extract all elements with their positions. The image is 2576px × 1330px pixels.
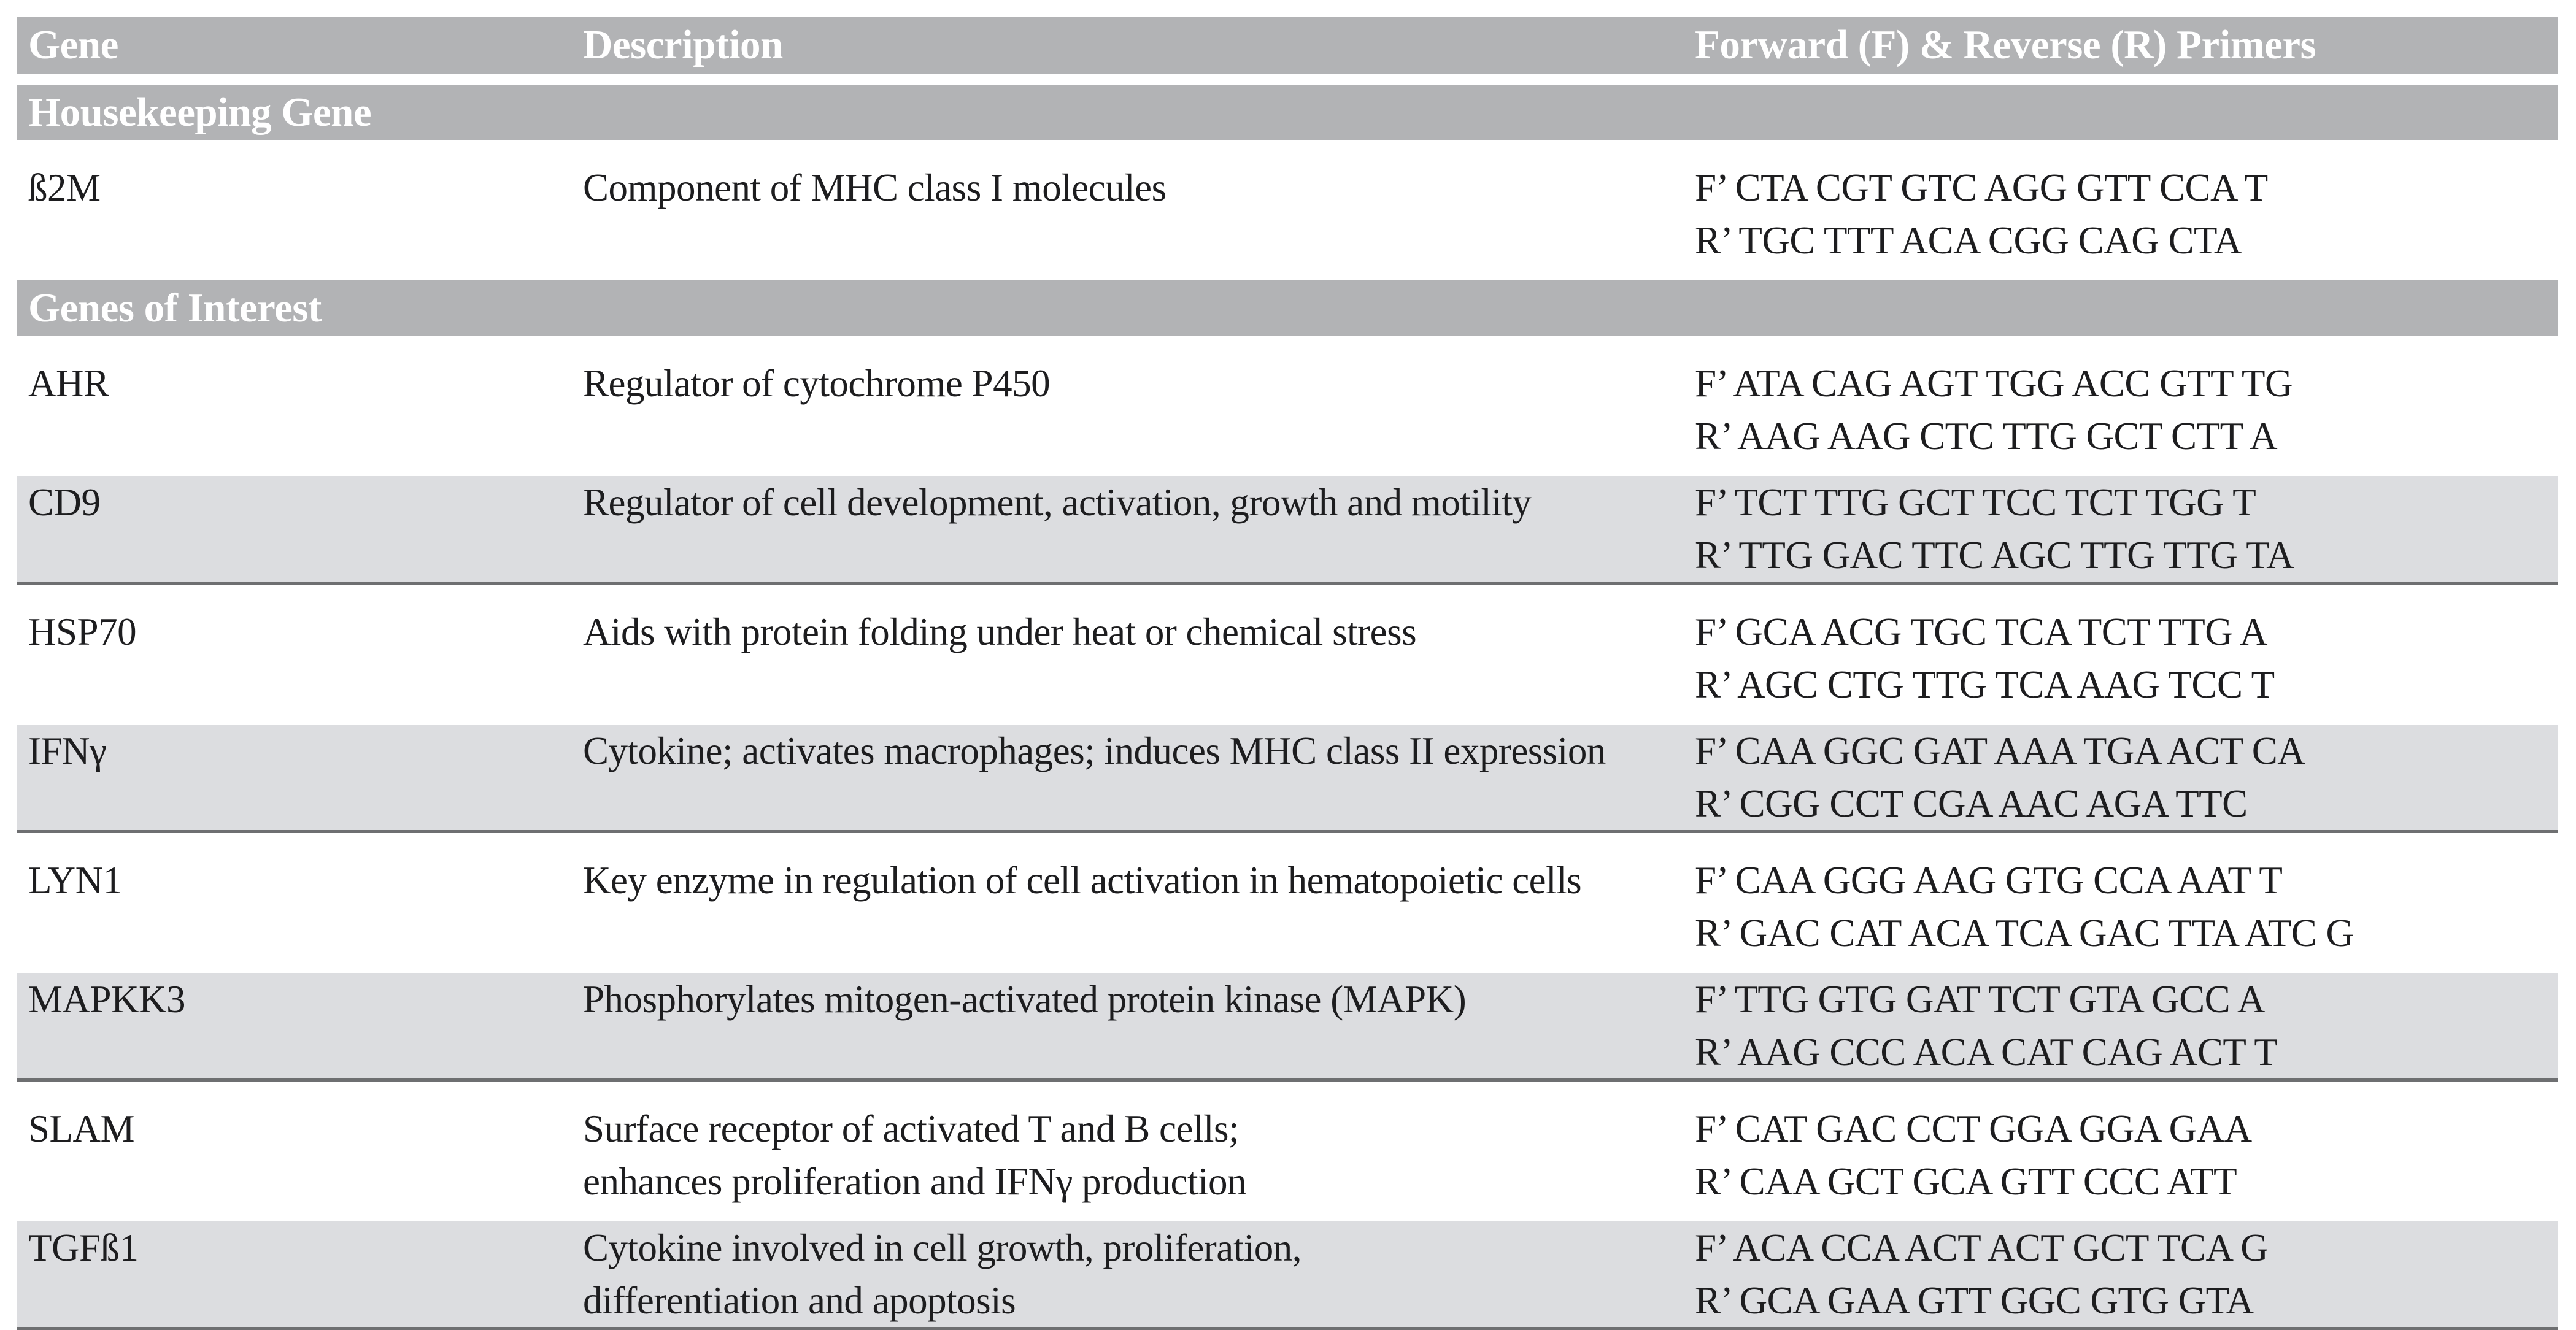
primer-line: F’ ATA CAG AGT TGG ACC GTT TG (1695, 362, 2293, 405)
primers-cell: F’ GCA ACG TGC TCA TCT TTG A R’ AGC CTG T… (1695, 605, 2558, 711)
description-line: Regulator of cytochrome P450 (583, 362, 1051, 405)
description-cell: Phosphorylates mitogen-activated protein… (583, 973, 1695, 1026)
description-line: Key enzyme in regulation of cell activat… (583, 859, 1582, 902)
table-body: Housekeeping Gene ß2M Component of MHC c… (17, 85, 2558, 1330)
table-row: AHR Regulator of cytochrome P450 F’ ATA … (17, 336, 2558, 476)
primer-line: F’ ACA CCA ACT ACT GCT TCA G (1695, 1226, 2269, 1269)
description-cell: Component of MHC class I molecules (583, 161, 1695, 214)
gene-name: IFNγ (28, 729, 107, 772)
primer-line: R’ GAC CAT ACA TCA GAC TTA ATC G (1695, 912, 2354, 955)
table-row: IFNγ Cytokine; activates macrophages; in… (17, 725, 2558, 833)
primer-line: R’ AAG CCC ACA CAT CAG ACT T (1695, 1031, 2278, 1074)
column-header-description: Description (583, 22, 783, 67)
gene-name: ß2M (28, 166, 101, 209)
description-line: Surface receptor of activated T and B ce… (583, 1107, 1239, 1150)
description-line: differentiation and apoptosis (583, 1279, 1016, 1322)
gene-name: CD9 (28, 481, 101, 524)
section-header: Genes of Interest (17, 280, 2558, 336)
column-header-gene: Gene (28, 22, 118, 67)
gene-cell: MAPKK3 (17, 973, 583, 1026)
primer-line: F’ CAT GAC CCT GGA GGA GAA (1695, 1107, 2252, 1150)
table-header-row: Gene Description Forward (F) & Reverse (… (17, 17, 2558, 74)
table-row: CD9 Regulator of cell development, activ… (17, 476, 2558, 585)
primer-line: F’ CAA GGG AAG GTG CCA AAT T (1695, 859, 2283, 902)
table-row: LYN1 Key enzyme in regulation of cell ac… (17, 833, 2558, 973)
primers-cell: F’ TTG GTG GAT TCT GTA GCC A R’ AAG CCC A… (1695, 973, 2558, 1078)
section-title: Genes of Interest (28, 285, 322, 331)
primer-line: R’ AGC CTG TTG TCA AAG TCC T (1695, 663, 2275, 706)
primer-line: F’ TTG GTG GAT TCT GTA GCC A (1695, 978, 2265, 1021)
gene-name: TGFß1 (28, 1226, 139, 1269)
description-line: Aids with protein folding under heat or … (583, 610, 1417, 653)
gene-cell: TGFß1 (17, 1221, 583, 1274)
gene-name: LYN1 (28, 859, 122, 902)
gene-cell: LYN1 (17, 854, 583, 907)
primer-line: F’ CTA CGT GTC AGG GTT CCA T (1695, 166, 2268, 209)
primers-cell: F’ ATA CAG AGT TGG ACC GTT TG R’ AAG AAG … (1695, 357, 2558, 463)
gene-name: SLAM (28, 1107, 135, 1150)
description-cell: Cytokine involved in cell growth, prolif… (583, 1221, 1695, 1327)
gene-cell: HSP70 (17, 605, 583, 658)
description-cell: Key enzyme in regulation of cell activat… (583, 854, 1695, 907)
primers-cell: F’ TCT TTG GCT TCC TCT TGG T R’ TTG GAC T… (1695, 476, 2558, 582)
description-cell: Aids with protein folding under heat or … (583, 605, 1695, 658)
table-row: SLAM Surface receptor of activated T and… (17, 1082, 2558, 1221)
table-row: MAPKK3 Phosphorylates mitogen-activated … (17, 973, 2558, 1082)
description-line: Phosphorylates mitogen-activated protein… (583, 978, 1467, 1021)
description-cell: Regulator of cell development, activatio… (583, 476, 1695, 529)
table-row: HSP70 Aids with protein folding under he… (17, 585, 2558, 725)
primers-cell: F’ CTA CGT GTC AGG GTT CCA T R’ TGC TTT A… (1695, 161, 2558, 267)
column-header-primers: Forward (F) & Reverse (R) Primers (1695, 22, 2316, 67)
table-row: ß2M Component of MHC class I molecules F… (17, 140, 2558, 280)
primer-table: Gene Description Forward (F) & Reverse (… (17, 17, 2558, 1330)
gene-name: HSP70 (28, 610, 137, 653)
description-line: Regulator of cell development, activatio… (583, 481, 1532, 524)
description-cell: Surface receptor of activated T and B ce… (583, 1102, 1695, 1208)
primer-line: R’ TGC TTT ACA CGG CAG CTA (1695, 219, 2242, 262)
primer-line: F’ CAA GGC GAT AAA TGA ACT CA (1695, 729, 2305, 772)
primer-line: R’ CAA GCT GCA GTT CCC ATT (1695, 1160, 2237, 1203)
primers-cell: F’ CAA GGC GAT AAA TGA ACT CA R’ CGG CCT … (1695, 725, 2558, 830)
description-line: Cytokine involved in cell growth, prolif… (583, 1226, 1302, 1269)
gene-cell: CD9 (17, 476, 583, 529)
section-header: Housekeeping Gene (17, 85, 2558, 140)
gene-cell: ß2M (17, 161, 583, 214)
gene-cell: SLAM (17, 1102, 583, 1155)
description-line: enhances proliferation and IFNγ producti… (583, 1160, 1247, 1203)
primer-line: R’ AAG AAG CTC TTG GCT CTT A (1695, 415, 2278, 458)
primer-line: R’ CGG CCT CGA AAC AGA TTC (1695, 782, 2248, 825)
description-line: Component of MHC class I molecules (583, 166, 1167, 209)
section-title: Housekeeping Gene (28, 90, 372, 135)
gene-cell: AHR (17, 357, 583, 410)
gene-cell: IFNγ (17, 725, 583, 777)
primers-cell: F’ CAA GGG AAG GTG CCA AAT T R’ GAC CAT A… (1695, 854, 2558, 959)
primer-line: R’ TTG GAC TTC AGC TTG TTG TA (1695, 534, 2294, 577)
primers-cell: F’ ACA CCA ACT ACT GCT TCA G R’ GCA GAA G… (1695, 1221, 2558, 1327)
description-cell: Regulator of cytochrome P450 (583, 357, 1695, 410)
primer-line: F’ GCA ACG TGC TCA TCT TTG A (1695, 610, 2267, 653)
description-line: Cytokine; activates macrophages; induces… (583, 729, 1606, 772)
primers-cell: F’ CAT GAC CCT GGA GGA GAA R’ CAA GCT GCA… (1695, 1102, 2558, 1208)
gene-name: AHR (28, 362, 109, 405)
gene-name: MAPKK3 (28, 978, 186, 1021)
primer-line: F’ TCT TTG GCT TCC TCT TGG T (1695, 481, 2256, 524)
description-cell: Cytokine; activates macrophages; induces… (583, 725, 1695, 777)
primer-line: R’ GCA GAA GTT GGC GTG GTA (1695, 1279, 2254, 1322)
table-row: TGFß1 Cytokine involved in cell growth, … (17, 1221, 2558, 1330)
